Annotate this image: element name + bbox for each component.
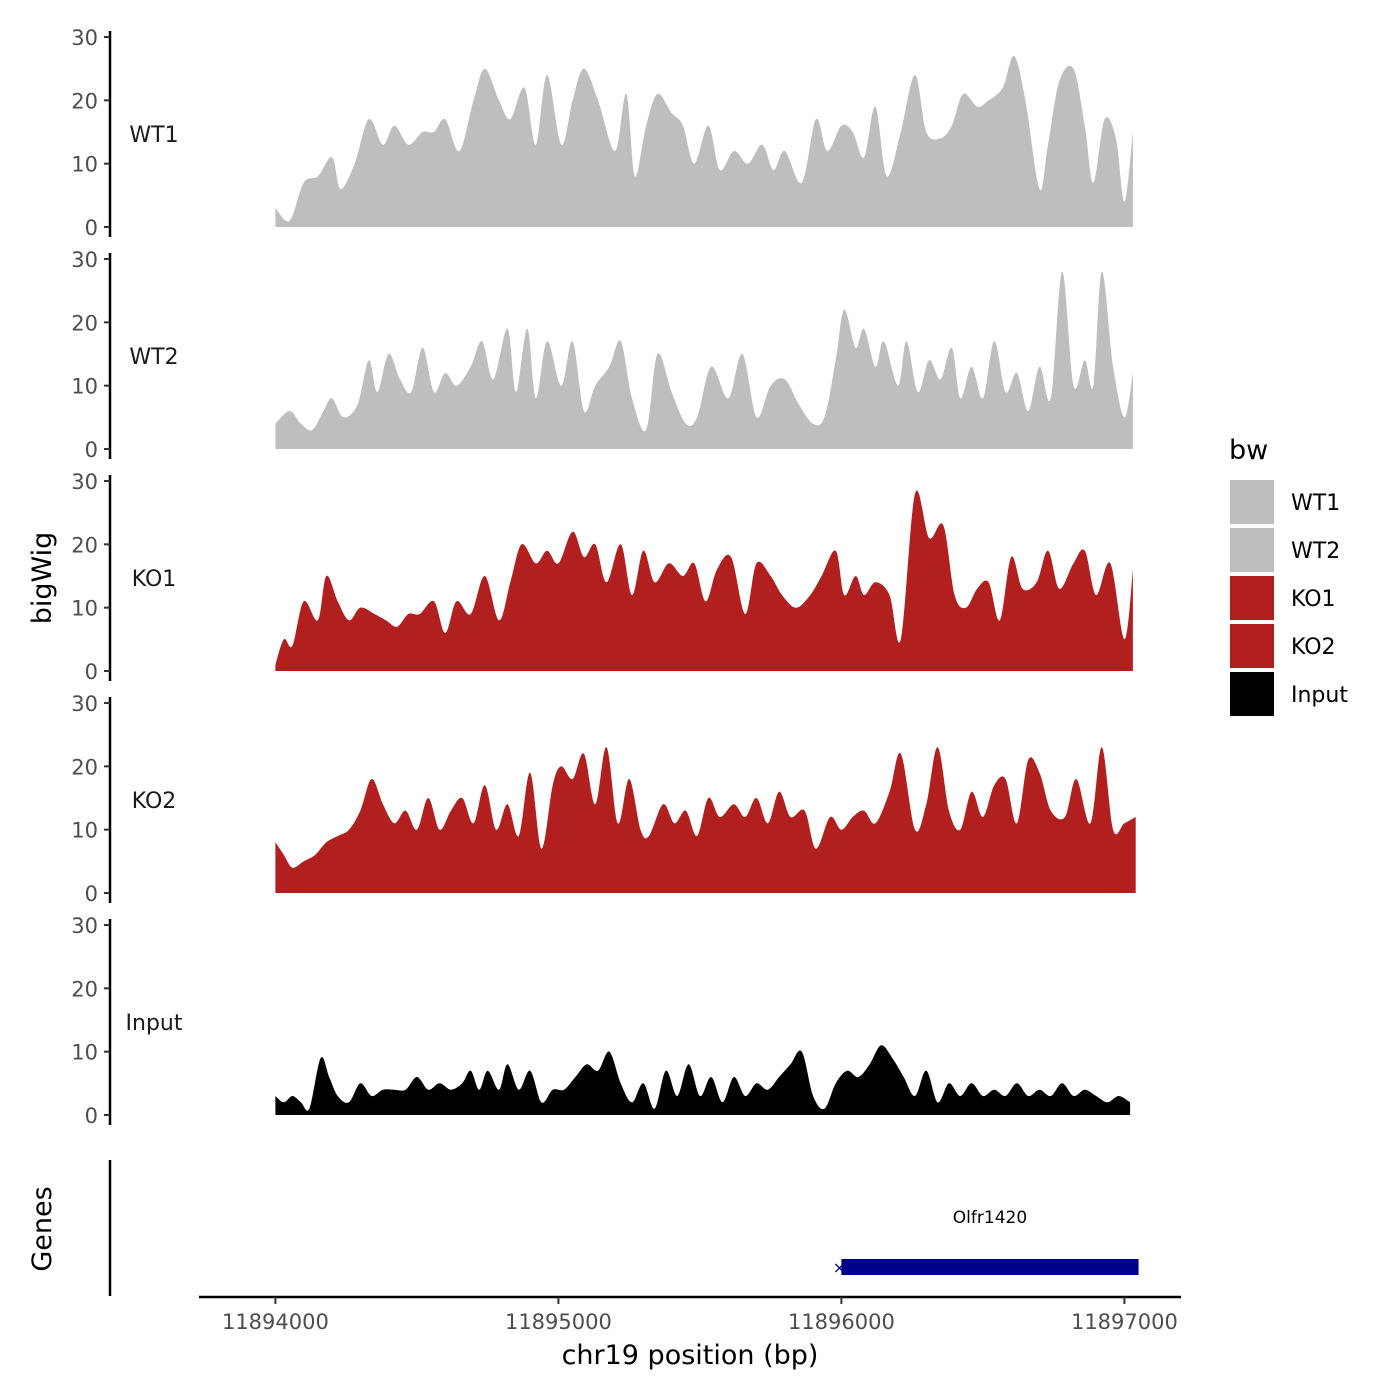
y-tick-label: 20 bbox=[71, 755, 98, 779]
area-wt1 bbox=[275, 55, 1133, 227]
genes-track: × Olfr1420 bbox=[108, 1160, 1139, 1296]
x-tick-label: 11896000 bbox=[788, 1310, 895, 1334]
track-label: Input bbox=[126, 1011, 183, 1036]
x-tick-label: 11895000 bbox=[505, 1310, 612, 1334]
legend-title: bw bbox=[1229, 435, 1268, 466]
legend-key-ko1 bbox=[1230, 576, 1274, 620]
track-ko1: 0 10 20 30 KO1 bbox=[71, 470, 1133, 684]
y-tick-label: 0 bbox=[85, 660, 98, 684]
track-input: 0 10 20 30 Input bbox=[71, 914, 1131, 1128]
y-tick-label: 20 bbox=[71, 977, 98, 1001]
legend-label: KO1 bbox=[1291, 587, 1336, 612]
track-label: KO2 bbox=[132, 789, 177, 814]
x-tick-label: 11897000 bbox=[1071, 1310, 1178, 1334]
y-tick-label: 30 bbox=[71, 470, 98, 494]
track-ko2: 0 10 20 30 KO2 bbox=[71, 692, 1136, 906]
legend-key-input bbox=[1230, 672, 1274, 716]
y-tick-label: 10 bbox=[71, 597, 98, 621]
y-tick-label: 10 bbox=[71, 1041, 98, 1065]
track-label: WT2 bbox=[129, 345, 178, 370]
y-tick-label: 20 bbox=[71, 89, 98, 113]
legend: bw WT1 WT2 KO1 KO2 Input bbox=[1229, 435, 1348, 716]
gene-body bbox=[841, 1259, 1139, 1275]
x-tick-label: 11894000 bbox=[222, 1310, 329, 1334]
area-ko2 bbox=[275, 747, 1136, 893]
legend-key-wt1 bbox=[1230, 480, 1274, 524]
y-tick-label: 10 bbox=[71, 153, 98, 177]
genes-axis-title: Genes bbox=[27, 1186, 58, 1271]
y-tick-label: 0 bbox=[85, 1104, 98, 1128]
track-label: KO1 bbox=[132, 567, 177, 592]
legend-key-ko2 bbox=[1230, 624, 1274, 668]
signal-tracks: 0 10 20 30 WT1 0 10 20 30 WT2 0 10 20 30 KO1 0 10 20 30 KO2… bbox=[71, 26, 1136, 1128]
y-tick-label: 10 bbox=[71, 375, 98, 399]
track-wt1: 0 10 20 30 WT1 bbox=[71, 26, 1133, 240]
track-wt2: 0 10 20 30 WT2 bbox=[71, 248, 1133, 462]
track-label: WT1 bbox=[129, 123, 178, 148]
x-axis-title: chr19 position (bp) bbox=[562, 1340, 819, 1371]
y-tick-label: 10 bbox=[71, 819, 98, 843]
y-tick-label: 30 bbox=[71, 914, 98, 938]
gene-strand-marker: × bbox=[833, 1258, 846, 1277]
y-tick-label: 0 bbox=[85, 882, 98, 906]
area-wt2 bbox=[275, 271, 1133, 449]
y-tick-label: 30 bbox=[71, 248, 98, 272]
y-axis-title: bigWig bbox=[27, 532, 58, 625]
gene-label: Olfr1420 bbox=[953, 1208, 1027, 1228]
y-tick-label: 0 bbox=[85, 216, 98, 240]
area-ko1 bbox=[275, 490, 1133, 671]
legend-label: WT2 bbox=[1291, 539, 1340, 564]
legend-label: Input bbox=[1291, 683, 1348, 708]
legend-key-wt2 bbox=[1230, 528, 1274, 572]
legend-label: WT1 bbox=[1291, 491, 1340, 516]
y-tick-label: 30 bbox=[71, 26, 98, 50]
y-tick-label: 20 bbox=[71, 311, 98, 335]
y-tick-label: 30 bbox=[71, 692, 98, 716]
legend-label: KO2 bbox=[1291, 635, 1336, 660]
x-axis: 11894000 11895000 11896000 11897000 bbox=[199, 1295, 1181, 1334]
y-tick-label: 0 bbox=[85, 438, 98, 462]
y-tick-label: 20 bbox=[71, 533, 98, 557]
area-input bbox=[275, 1045, 1131, 1115]
